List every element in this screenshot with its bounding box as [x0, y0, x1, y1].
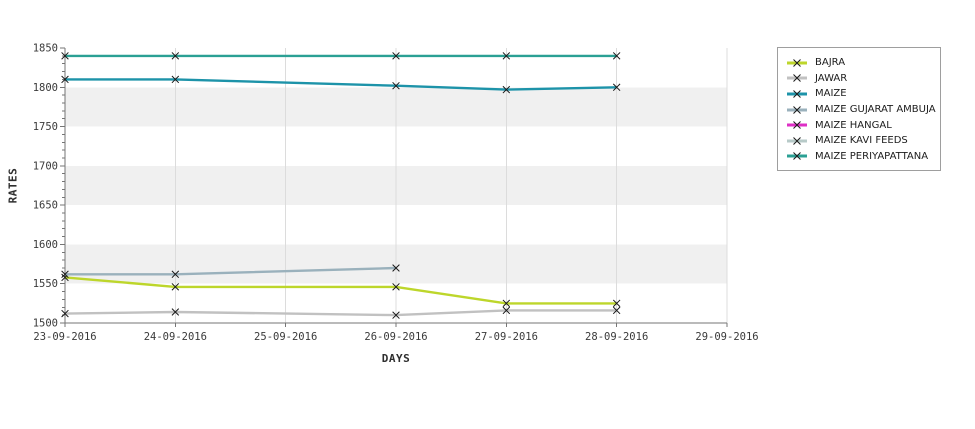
legend-label: MAIZE PERIYAPATTANA: [815, 150, 929, 162]
legend-swatch-icon: [787, 121, 807, 130]
legend-swatch-icon: [787, 152, 807, 161]
x-tick-label: 26-09-2016: [364, 331, 427, 343]
x-tick-label: 29-09-2016: [695, 331, 758, 343]
y-tick-label: 1850: [33, 43, 58, 55]
legend-label: BAJRA: [815, 57, 846, 69]
legend-item-maize-periyapattana: MAIZE PERIYAPATTANA: [786, 149, 932, 165]
y-axis-ticks: [60, 47, 65, 324]
x-axis-ticks: [64, 323, 728, 327]
legend-label: MAIZE HANGAL: [815, 119, 892, 131]
x-axis-title: DAYS: [381, 352, 411, 365]
y-tick-label: 1500: [33, 318, 58, 330]
series-maize-markers: [61, 75, 621, 94]
chart-legend: BAJRA JAWAR MAIZE MAIZE GUJARAT AMBUJA MAIZE…: [777, 47, 941, 172]
y-axis-tick-labels: 1500 1550 1600 1650 1700 1750 1800 1850: [33, 43, 58, 330]
series-maize-periyapattana-markers: [61, 52, 621, 60]
y-tick-label: 1600: [33, 239, 58, 251]
x-tick-label: 23-09-2016: [33, 331, 96, 343]
legend-item-bajra: BAJRA: [786, 55, 932, 71]
legend-item-maize-kavi-feeds: MAIZE KAVI FEEDS: [786, 133, 932, 149]
legend-swatch-icon: [787, 74, 807, 83]
x-tick-label: 24-09-2016: [144, 331, 207, 343]
legend-swatch-icon: [787, 105, 807, 114]
legend-label: MAIZE: [815, 88, 847, 100]
x-tick-label: 28-09-2016: [585, 331, 648, 343]
series-jawar-markers: [61, 306, 621, 319]
y-tick-label: 1650: [33, 200, 58, 212]
y-tick-label: 1750: [33, 121, 58, 133]
legend-label: JAWAR: [815, 72, 848, 84]
legend-item-jawar: JAWAR: [786, 71, 932, 87]
legend-item-maize-gujarat-ambuja: MAIZE GUJARAT AMBUJA: [786, 102, 936, 118]
y-axis-title: RATES: [6, 167, 20, 204]
x-tick-label: 27-09-2016: [475, 331, 538, 343]
y-tick-label: 1800: [33, 82, 58, 94]
x-axis-tick-labels: 23-09-2016 24-09-2016 25-09-2016 26-09-2016…: [33, 331, 758, 343]
y-tick-label: 1550: [33, 278, 58, 290]
legend-label: MAIZE KAVI FEEDS: [815, 135, 908, 147]
y-tick-label: 1700: [33, 160, 58, 172]
legend-swatch-icon: [787, 90, 807, 98]
legend-swatch-icon: [787, 58, 807, 67]
legend-item-maize: MAIZE: [786, 86, 932, 102]
legend-item-maize-hangal: MAIZE HANGAL: [786, 117, 932, 133]
legend-swatch-icon: [787, 136, 807, 145]
x-tick-label: 25-09-2016: [254, 331, 317, 343]
x-gridlines: [174, 48, 728, 323]
series-maize-gujarat-ambuja-markers: [61, 264, 400, 279]
legend-label: MAIZE GUJARAT AMBUJA: [815, 104, 936, 116]
